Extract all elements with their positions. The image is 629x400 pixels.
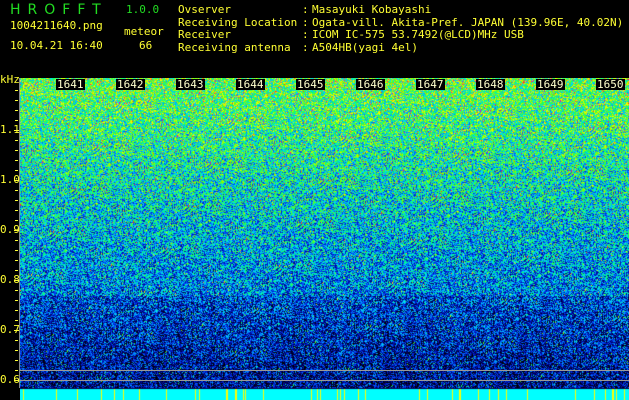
y-minor-tick (15, 200, 18, 201)
reference-line (20, 370, 629, 371)
filename: 1004211640.png (10, 19, 103, 32)
y-minor-tick (15, 230, 18, 231)
y-minor-tick (15, 380, 18, 381)
y-minor-tick (15, 160, 18, 161)
reference-line (20, 380, 629, 381)
y-tick-label: 0.6 (0, 373, 20, 386)
app-version: 1.0.0 (126, 3, 160, 16)
time-label: 1641 (56, 78, 85, 91)
time-label: 1644 (236, 78, 265, 91)
y-tick-label: 1.1 (0, 123, 20, 136)
y-tick-label: 0.7 (0, 323, 20, 336)
station-label: Ovserver (178, 3, 231, 16)
time-label: 1648 (476, 78, 505, 91)
y-unit-label: kHz (0, 73, 20, 86)
y-minor-tick (15, 270, 18, 271)
station-value: ICOM IC-575 53.7492(@LCD)MHz USB (312, 28, 524, 41)
y-minor-tick (15, 100, 18, 101)
station-label: Receiver (178, 28, 231, 41)
y-minor-tick (15, 360, 18, 361)
station-colon: : (302, 15, 309, 29)
y-minor-tick (15, 250, 18, 251)
y-minor-tick (15, 180, 18, 181)
y-minor-tick (15, 280, 18, 281)
y-minor-tick (15, 340, 18, 341)
station-value: Masayuki Kobayashi (312, 3, 432, 16)
y-minor-tick (15, 330, 18, 331)
station-value: Ogata-vill. Akita-Pref. JAPAN (139.96E, … (312, 15, 624, 29)
y-minor-tick (15, 150, 18, 151)
station-colon: : (302, 40, 309, 54)
time-label: 1650 (596, 78, 625, 91)
time-label: 1646 (356, 78, 385, 91)
y-minor-tick (15, 210, 18, 211)
y-minor-tick (15, 310, 18, 311)
time-label: 1647 (416, 78, 445, 91)
spectrogram (20, 78, 629, 400)
station-label: Receiving Location (178, 15, 298, 29)
y-tick-label: 1.0 (0, 173, 20, 186)
y-minor-tick (15, 190, 18, 191)
meteor-count: 66 (139, 39, 153, 52)
y-minor-tick (15, 350, 18, 351)
y-minor-tick (15, 300, 18, 301)
y-minor-tick (15, 140, 18, 141)
y-minor-tick (15, 220, 18, 221)
y-minor-tick (15, 90, 18, 91)
station-colon: : (302, 3, 309, 16)
time-label: 1643 (176, 78, 205, 91)
y-tick-label: 0.8 (0, 273, 20, 286)
datetime: 10.04.21 16:40 (10, 39, 103, 52)
station-value: A504HB(yagi 4el) (312, 40, 418, 54)
y-minor-tick (15, 170, 18, 171)
y-minor-tick (15, 130, 18, 131)
y-axis-line (19, 78, 20, 388)
y-minor-tick (15, 120, 18, 121)
time-label: 1645 (296, 78, 325, 91)
station-colon: : (302, 28, 309, 41)
station-label: Receiving antenna (178, 40, 291, 54)
time-label: 1642 (116, 78, 145, 91)
y-minor-tick (15, 260, 18, 261)
time-label: 1649 (536, 78, 565, 91)
y-minor-tick (15, 110, 18, 111)
y-tick-label: 0.9 (0, 223, 20, 236)
app-title: HROFFT (10, 2, 108, 18)
meteor-label: meteor (124, 25, 164, 38)
y-minor-tick (15, 240, 18, 241)
y-minor-tick (15, 320, 18, 321)
y-minor-tick (15, 370, 18, 371)
y-minor-tick (15, 290, 18, 291)
